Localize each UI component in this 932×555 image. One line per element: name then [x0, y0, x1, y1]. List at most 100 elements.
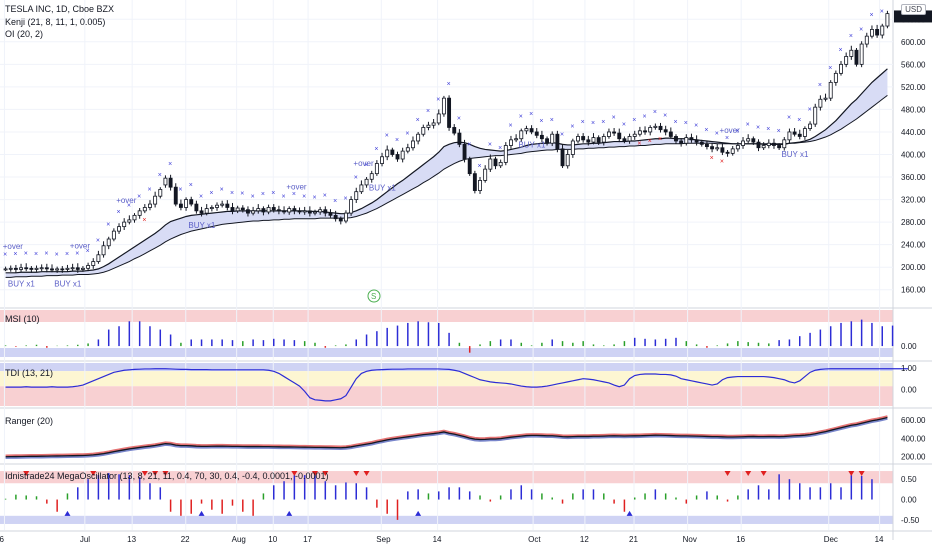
price-tick-label: 600.00 — [901, 38, 926, 47]
candle — [117, 223, 121, 234]
candle — [292, 205, 297, 215]
signal-cross: × — [849, 33, 853, 40]
ranger-upper — [5, 415, 888, 457]
buy-annotation: BUY x1 — [188, 221, 216, 230]
signal-cross: × — [673, 119, 677, 126]
signal-cross: × — [3, 251, 7, 258]
candle — [632, 130, 637, 140]
candle — [653, 123, 658, 130]
signal-cross: × — [261, 191, 265, 198]
price-tick-label: 200.00 — [901, 263, 926, 272]
mega-sell-triangle — [848, 471, 855, 477]
mega-pane-title[interactable]: Idnistrade24 MegaOscillator (13, 8, 21, … — [5, 471, 329, 481]
mega-sell-triangle — [162, 471, 169, 477]
kenji-legend[interactable]: Kenji (21, 8, 11, 1, 0.005) — [5, 17, 106, 27]
oi-legend[interactable]: OI (20, 2) — [5, 29, 44, 39]
candle — [519, 128, 524, 142]
msi-pane-title[interactable]: MSI (10) — [5, 314, 40, 324]
signal-cross: × — [240, 191, 244, 198]
candle — [715, 143, 720, 152]
mega-buy-triangle — [198, 510, 205, 516]
split-event-label: S — [371, 292, 376, 301]
signal-cross-red: × — [142, 217, 146, 224]
candle — [297, 207, 302, 215]
price-tick-label: 480.00 — [901, 105, 926, 114]
candle — [493, 156, 498, 170]
candle — [436, 109, 441, 126]
time-tick-label: 16 — [736, 535, 745, 544]
tdi-pane-title[interactable]: TDI (13, 21) — [5, 368, 54, 378]
candle — [29, 266, 34, 273]
signal-cross: × — [498, 145, 502, 152]
signal-cross: × — [550, 117, 554, 124]
signal-cross: × — [612, 115, 616, 122]
signal-cross: × — [405, 130, 409, 137]
candle — [483, 165, 488, 183]
candle — [596, 135, 601, 145]
time-tick-label: Oct — [528, 535, 541, 544]
candle — [225, 200, 230, 211]
buy-annotation: BUY x1 — [781, 150, 809, 159]
mega-sell-triangle — [760, 471, 767, 477]
signal-cross-red: × — [710, 155, 714, 162]
candle — [153, 191, 158, 208]
signal-cross: × — [13, 251, 17, 258]
candle — [261, 206, 266, 216]
candle — [101, 241, 106, 258]
signal-cross-red: × — [658, 136, 662, 143]
signal-cross: × — [374, 146, 378, 153]
mega-sell-triangle — [724, 471, 731, 477]
signal-cross: × — [839, 47, 843, 54]
candle — [854, 48, 859, 67]
candle — [39, 264, 44, 272]
candle — [163, 175, 168, 188]
candle — [813, 103, 818, 127]
signal-cross: × — [230, 190, 234, 197]
time-tick-label: Nov — [683, 535, 697, 544]
signal-cross: × — [158, 172, 162, 179]
signal-cross: × — [127, 202, 131, 209]
signal-cross: × — [797, 117, 801, 124]
mega-sell-triangle — [745, 471, 752, 477]
currency-badge[interactable]: USD — [901, 4, 926, 15]
time-tick-label: Jul — [80, 535, 90, 544]
candle — [19, 263, 23, 272]
candle — [8, 265, 13, 272]
signal-cross: × — [147, 187, 151, 194]
tdi-upper-zone — [0, 363, 893, 372]
signal-cross: × — [457, 116, 461, 123]
signal-cross: × — [694, 122, 698, 129]
signal-cross: × — [65, 251, 69, 258]
candle — [766, 139, 771, 149]
candle — [864, 32, 869, 48]
price-tick-label: 320.00 — [901, 196, 926, 205]
last-price-label: 649.88 — [898, 12, 923, 21]
price-tick-label: 400.00 — [901, 151, 926, 160]
signal-cross: × — [292, 191, 296, 198]
mega-sell-triangle — [90, 471, 97, 477]
candle — [509, 135, 513, 149]
mega-sell-triangle — [353, 471, 360, 477]
signal-cross: × — [117, 209, 121, 216]
candle — [859, 41, 864, 68]
candle — [230, 202, 235, 215]
signal-cross: × — [880, 9, 884, 16]
candle — [725, 149, 730, 157]
signal-cross: × — [818, 82, 822, 89]
time-tick-label: Dec — [824, 535, 838, 544]
candle — [689, 133, 694, 143]
candle — [271, 204, 276, 213]
candle — [720, 143, 725, 156]
signal-cross: × — [395, 137, 399, 144]
signal-cross: × — [385, 133, 389, 140]
candle — [478, 177, 482, 194]
time-tick-label: Sep — [376, 535, 391, 544]
signal-cross: × — [746, 121, 750, 128]
candle — [65, 264, 70, 272]
ranger-pane-title[interactable]: Ranger (20) — [5, 416, 54, 426]
candle — [411, 136, 415, 151]
symbol-legend[interactable]: TESLA INC, 1D, Cboe BZX — [5, 4, 115, 14]
candle — [498, 159, 503, 169]
